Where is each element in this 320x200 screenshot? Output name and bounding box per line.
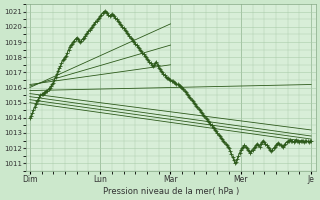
X-axis label: Pression niveau de la mer( hPa ): Pression niveau de la mer( hPa ) [103, 187, 239, 196]
